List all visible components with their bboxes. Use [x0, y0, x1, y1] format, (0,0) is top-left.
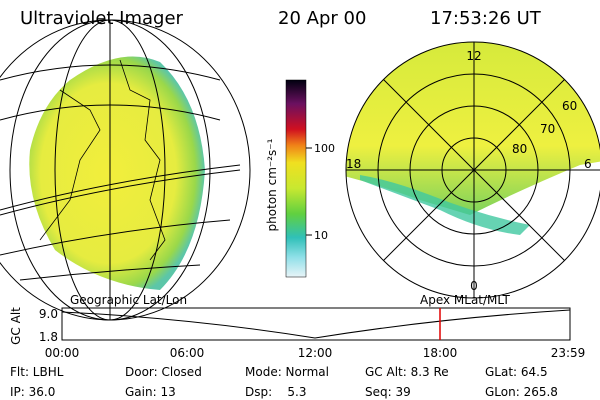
timeline-xtick: 00:00	[45, 346, 80, 360]
timeline-curve	[61, 309, 571, 339]
footer-field: Seq: 39	[365, 385, 411, 399]
timeline-xtick: 23:59	[551, 346, 586, 360]
footer: Flt: LBHL Door: Closed Mode: Normal GC Alt:…	[10, 365, 558, 399]
polar-plot	[345, 41, 600, 299]
footer-field: Door: Closed	[125, 365, 202, 379]
title: Ultraviolet Imager	[20, 8, 184, 29]
timeline-box	[61, 307, 571, 341]
timeline-right-label: Apex MLat/MLT	[420, 293, 510, 307]
footer-field: GLon: 265.8	[485, 385, 558, 399]
timeline-xtick: 12:00	[298, 346, 333, 360]
timeline-ytick: 1.8	[39, 330, 58, 344]
colorbar	[285, 79, 307, 278]
footer-field: IP: 36.0	[10, 385, 55, 399]
colorbar-label: photon cm⁻²s⁻¹	[265, 138, 279, 231]
timeline-axis-label: GC Alt	[9, 307, 23, 345]
footer-field: Gain: 13	[125, 385, 176, 399]
lat-label: 60	[562, 99, 577, 113]
footer-field: Mode: Normal	[245, 365, 329, 379]
colorbar-tick-label: 100	[314, 142, 335, 155]
mlt-label: 18	[346, 157, 361, 171]
footer-field: GLat: 64.5	[485, 365, 548, 379]
footer-field: GC Alt: 8.3 Re	[365, 365, 449, 379]
colorbar-tick-label: 10	[314, 229, 328, 242]
timeline-xtick: 18:00	[423, 346, 458, 360]
time: 17:53:26 UT	[430, 8, 542, 29]
mlt-label: 0	[470, 279, 478, 293]
mlt-label: 12	[466, 49, 481, 63]
footer-field: Flt: LBHL	[10, 365, 64, 379]
timeline-left-label: Geographic Lat/Lon	[70, 293, 187, 307]
footer-field: Dsp: 5.3	[245, 385, 307, 399]
lat-label: 70	[540, 122, 555, 136]
globe-image	[0, 19, 251, 321]
timeline-ytick: 9.0	[39, 307, 58, 321]
lat-label: 80	[512, 142, 527, 156]
date: 20 Apr 00	[278, 8, 366, 29]
mlt-label: 6	[584, 157, 592, 171]
timeline-xtick: 06:00	[170, 346, 205, 360]
